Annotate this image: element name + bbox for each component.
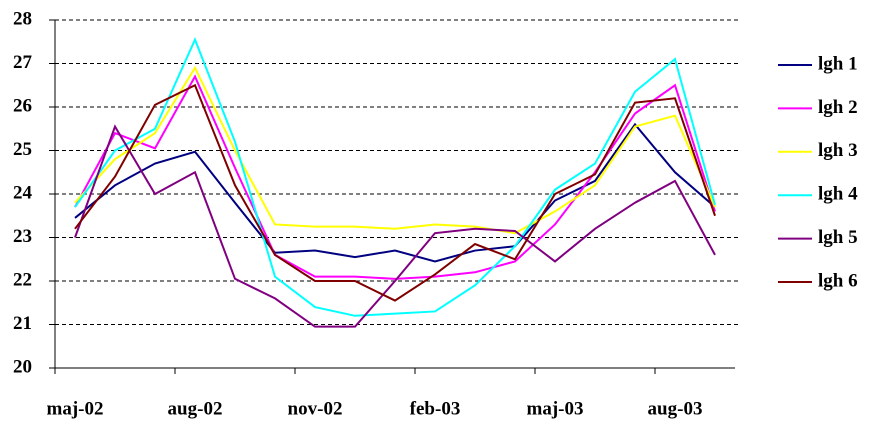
legend-label: lgh 4 [818, 184, 858, 205]
y-tick-label: 28 [13, 8, 32, 29]
x-tick-label: nov-02 [288, 398, 343, 419]
legend-label: lgh 1 [818, 53, 858, 74]
x-tick-label: aug-03 [648, 398, 703, 419]
legend-label: lgh 2 [818, 97, 858, 118]
series-line [74, 122, 716, 263]
x-tick-label: maj-02 [47, 398, 104, 419]
y-tick-label: 23 [13, 226, 32, 247]
series-line [74, 124, 716, 328]
y-tick-label: 27 [13, 52, 33, 73]
x-tick-label: feb-03 [410, 398, 461, 419]
series-line [74, 36, 716, 317]
legend-label: lgh 6 [818, 270, 858, 291]
y-tick-label: 22 [13, 269, 32, 290]
y-tick-label: 24 [13, 182, 33, 203]
y-tick-label: 25 [13, 139, 32, 160]
legend-label: lgh 5 [818, 227, 858, 248]
x-tick-label: maj-03 [527, 398, 584, 419]
series-line [74, 83, 716, 302]
y-tick-label: 26 [13, 95, 32, 116]
series-line [74, 65, 716, 235]
y-tick-label: 21 [13, 313, 32, 334]
series-line [74, 74, 716, 280]
x-tick-label: aug-02 [168, 398, 223, 419]
legend-label: lgh 3 [818, 140, 858, 161]
y-tick-label: 20 [13, 356, 32, 377]
